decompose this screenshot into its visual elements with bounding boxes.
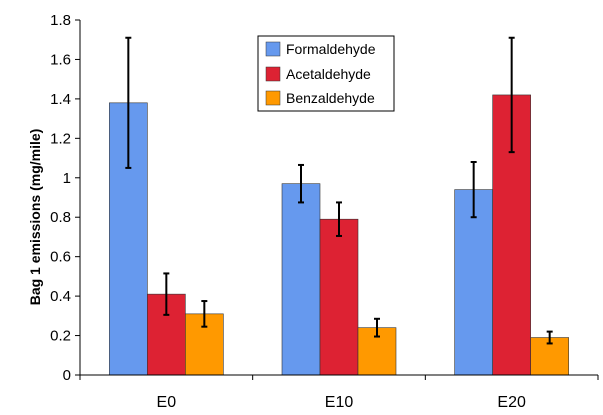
y-tick-label: 0.6: [50, 249, 71, 266]
bars: [109, 36, 569, 376]
legend-label-formaldehyde: Formaldehyde: [286, 41, 376, 57]
y-axis-ticks: 0 0.2 0.4 0.6 0.8 1 1.2 1.4 1.6 1.8: [50, 12, 80, 384]
legend-swatch-acetaldehyde: [265, 66, 281, 82]
y-tick-label: 1.2: [50, 130, 71, 147]
x-category-label: E10: [325, 394, 354, 411]
bar-formaldehyde-e10: [281, 183, 321, 376]
y-tick-label: 1: [63, 170, 71, 187]
y-tick-label: 0.2: [50, 328, 71, 345]
legend-swatch-benzaldehyde: [265, 90, 281, 106]
legend-box: [257, 35, 395, 112]
bar-acetaldehyde-e10: [319, 218, 359, 376]
axes: [79, 20, 599, 380]
legend-label-benzaldehyde: Benzaldehyde: [286, 90, 375, 106]
x-axis-labels: E0 E10 E20: [157, 394, 526, 411]
legend-label-acetaldehyde: Acetaldehyde: [286, 66, 371, 82]
y-tick-label: 0.4: [50, 288, 71, 305]
x-category-label: E20: [497, 394, 526, 411]
legend: Formaldehyde Acetaldehyde Benzaldehyde: [257, 35, 395, 112]
y-tick-label: 1.4: [50, 91, 71, 108]
y-axis-title: Bag 1 emissions (mg/mile): [27, 129, 43, 306]
bar-formaldehyde-e20: [454, 189, 493, 376]
y-tick-label: 0: [63, 367, 71, 384]
y-tick-label: 1.8: [50, 12, 71, 29]
y-tick-label: 0.8: [50, 209, 71, 226]
y-tick-label: 1.6: [50, 51, 71, 68]
legend-swatch-formaldehyde: [265, 41, 281, 57]
x-category-label: E0: [157, 394, 177, 411]
